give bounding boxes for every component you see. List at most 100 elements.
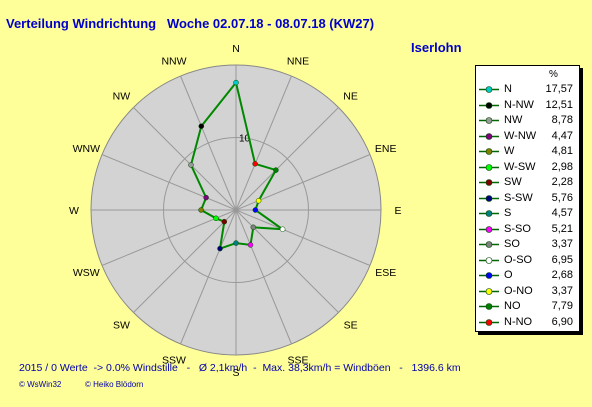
legend-value: 4,57	[551, 207, 573, 219]
legend-marker	[479, 117, 499, 124]
data-point-wnw	[203, 194, 209, 201]
polar-spoke	[235, 209, 292, 345]
data-point-ne	[273, 167, 279, 173]
direction-label: ESE	[375, 267, 396, 279]
polar-spoke	[133, 209, 237, 313]
legend-label: O	[504, 269, 513, 281]
legend-item: SO 3,37	[476, 237, 579, 252]
polar-spoke	[235, 107, 339, 211]
polar-spoke	[235, 209, 371, 266]
legend-value: 6,95	[551, 253, 573, 266]
legend-marker	[479, 210, 499, 217]
legend-value: 6,90	[551, 315, 573, 328]
direction-label: ENE	[375, 143, 397, 155]
direction-label: NNE	[287, 55, 309, 67]
legend-item: NO 7,79	[476, 299, 579, 314]
legend-marker	[479, 256, 499, 264]
data-point-sw	[221, 218, 228, 225]
data-point-n	[233, 79, 239, 86]
legend-marker	[479, 287, 499, 295]
data-point-wsw	[213, 215, 219, 222]
direction-label: NE	[343, 90, 358, 102]
data-point-ssw	[217, 245, 223, 252]
location-label: Iserlohn	[411, 40, 462, 55]
legend-marker	[479, 101, 499, 109]
data-point-nne	[252, 161, 258, 167]
legend-item: N 17,57	[476, 82, 579, 97]
polar-spoke	[180, 75, 237, 211]
legend-marker	[479, 132, 499, 140]
legend-label: W-NW	[504, 129, 537, 142]
direction-label: SW	[113, 320, 130, 332]
data-point-nw	[188, 162, 194, 168]
legend-value: 3,37	[551, 284, 573, 297]
legend-item: NW 8,78	[476, 113, 579, 128]
legend-label: W	[504, 145, 515, 157]
legend-value: 2,68	[551, 269, 573, 281]
legend-label: SO	[504, 238, 520, 250]
legend-value: 7,79	[551, 300, 573, 312]
ring-label: 10	[239, 134, 251, 145]
legend-item: N-NO 6,90	[476, 315, 579, 330]
legend-label: N-NO	[504, 315, 533, 328]
legend-marker	[479, 179, 499, 186]
legend-label: W-SW	[504, 160, 536, 173]
legend-item: O-SO 6,95	[476, 253, 579, 268]
legend-marker	[479, 303, 499, 310]
legend-item: S 4,57	[476, 206, 579, 221]
legend-item: SW 2,28	[476, 175, 579, 190]
legend-label: N-NW	[504, 98, 534, 111]
footer-stats: 2015 / 0 Werte -> 0.0% Windstille - Ø 2,…	[19, 362, 461, 374]
legend: % N 17,57 N-NW 12,51 NW 8,78 W-NW 4,47 W 4,81 W-SW…	[475, 65, 580, 332]
legend-marker	[479, 148, 499, 155]
direction-label: N	[232, 43, 240, 55]
credit-wswin: © WsWin32	[19, 380, 62, 389]
direction-label: W	[69, 205, 79, 217]
legend-marker	[479, 194, 499, 202]
legend-marker	[479, 272, 499, 279]
legend-value: 5,76	[551, 191, 573, 204]
polar-spoke	[133, 107, 237, 211]
legend-item: S-SO 5,21	[476, 222, 579, 237]
data-point-ene	[255, 197, 262, 204]
direction-label: S	[232, 367, 239, 379]
data-point-sse	[247, 242, 254, 248]
legend-label: NW	[504, 114, 523, 126]
legend-item: W-SW 2,98	[476, 160, 579, 175]
legend-label: O-NO	[504, 284, 533, 297]
polar-spoke	[101, 154, 237, 211]
credit-author: © Heiko Blödorn	[85, 380, 144, 389]
legend-item: W 4,81	[476, 144, 579, 159]
legend-value: 2,98	[551, 160, 573, 173]
legend-item: N-NW 12,51	[476, 98, 579, 113]
legend-value: 4,47	[551, 129, 573, 142]
legend-marker	[479, 241, 499, 248]
legend-label: N	[504, 83, 512, 95]
direction-label: SE	[344, 320, 358, 332]
legend-item: O-NO 3,37	[476, 284, 579, 299]
data-point-w	[198, 207, 204, 213]
chart-title: Verteilung Windrichtung Woche 02.07.18 -…	[6, 16, 375, 31]
data-point-nnw	[198, 123, 205, 129]
data-point-ese	[279, 226, 286, 233]
legend-label: O-SO	[504, 253, 533, 266]
legend-value: 5,21	[551, 222, 573, 235]
legend-label: NO	[504, 300, 521, 312]
legend-marker	[479, 225, 499, 233]
legend-item: W-NW 4,47	[476, 129, 579, 144]
legend-label: S	[504, 207, 512, 219]
legend-item: O 2,68	[476, 268, 579, 283]
direction-label: SSW	[162, 355, 186, 367]
data-point-e	[252, 207, 259, 213]
legend-label: S-SW	[504, 191, 533, 204]
legend-value: 17,57	[545, 83, 573, 95]
legend-value: 8,78	[551, 114, 573, 126]
direction-label: SSE	[287, 355, 308, 367]
data-point-s	[233, 240, 239, 246]
legend-value: 3,37	[551, 238, 573, 250]
legend-value: 2,28	[551, 176, 573, 188]
direction-label: NW	[113, 90, 131, 102]
polar-spoke	[235, 75, 292, 211]
direction-label: WNW	[73, 143, 100, 155]
